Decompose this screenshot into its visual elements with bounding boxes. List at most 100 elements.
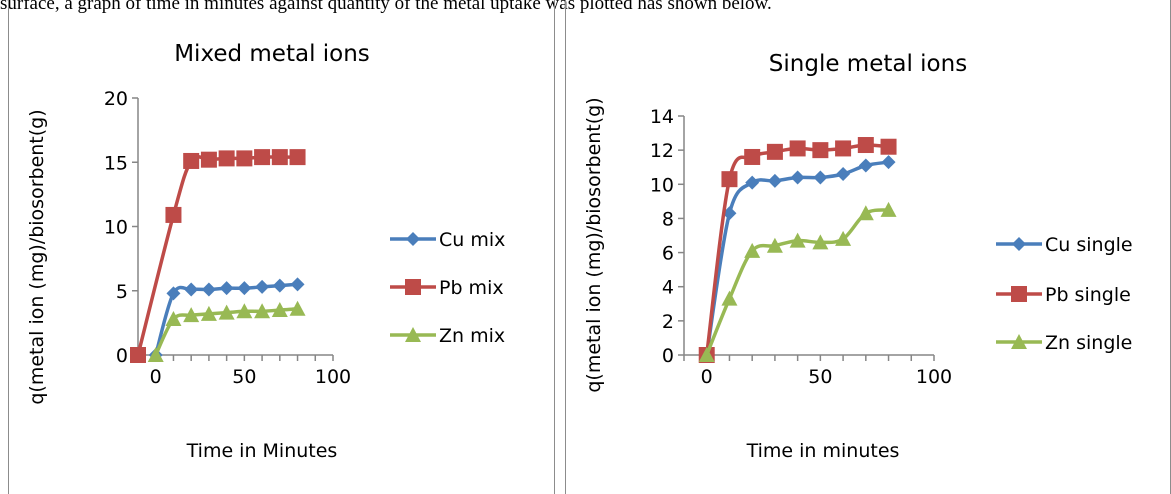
y-tick-label: 5 [116,281,128,303]
caption-text: surface, a graph of time in minutes agai… [0,0,772,14]
legend-marker [1011,286,1027,302]
y-tick-label: 12 [650,140,674,162]
y-tick-label: 2 [662,311,674,333]
data-point [722,206,737,221]
data-point [183,152,200,169]
data-point [272,278,287,293]
legend-entry: Cu mix [390,229,505,251]
legend-label: Pb mix [439,277,504,299]
data-point [165,206,182,223]
legend-marker [405,327,421,342]
data-point [200,305,217,321]
x-axis-label: Time in Minutes [186,440,338,462]
legend-entry: Pb single [996,284,1131,306]
legend-label: Zn mix [439,325,505,347]
data-point [744,148,761,165]
data-point [147,347,164,362]
data-point [790,170,805,185]
data-point [218,304,235,320]
data-point [271,149,288,166]
y-tick-label: 10 [104,217,128,239]
data-point [130,347,146,363]
series-cu-single [699,155,896,362]
data-point [290,277,305,292]
data-point [812,234,829,250]
chart-panel-single: Single metal ions Time in minutes q(meta… [565,0,1171,494]
legend-marker [406,232,420,246]
data-point [789,140,806,157]
y-tick-label: 20 [104,88,128,110]
data-point [881,155,896,170]
data-point [880,201,897,217]
data-point [880,138,897,155]
legend-marker [1011,334,1027,349]
data-point [744,242,761,258]
series-line [704,160,889,356]
x-tick-label: 50 [232,366,256,388]
legend-entry: Zn mix [390,325,505,347]
data-point [745,175,760,190]
series-pb-mix [130,149,306,363]
x-tick-label: 100 [315,366,351,388]
data-point [721,290,738,306]
data-point [255,279,270,294]
chart-panel-mixed: Mixed metal ions Time in Minutes q(metal… [8,0,555,494]
x-axis-label: Time in minutes [746,440,900,462]
data-point [766,143,783,160]
data-point [183,307,200,323]
y-tick-label: 6 [662,243,674,265]
legend-label: Cu single [1045,234,1133,256]
data-point [766,237,783,253]
legend-entry: Zn single [996,332,1132,354]
legend-marker [405,279,421,295]
legend-label: Cu mix [439,229,505,251]
data-point [835,140,852,157]
series-pb-single [698,137,897,363]
data-point [200,151,217,168]
data-point [789,232,806,248]
legend-marker [1012,237,1026,251]
data-point [767,173,782,188]
data-point [271,302,288,318]
data-point [201,282,216,297]
data-point [254,303,271,319]
axes [678,115,935,361]
y-tick-label: 15 [104,152,128,174]
x-tick-label: 50 [808,366,832,388]
series-zn-single [698,201,897,362]
chart-single-metal-ions: Single metal ions Time in minutes q(meta… [583,51,1133,462]
data-point [812,142,829,159]
legend-label: Pb single [1045,284,1131,306]
y-axis-label: q(metal ion (mg)/biosorbent(g) [26,109,48,404]
axes [132,97,334,361]
data-point [219,281,234,296]
data-point [289,149,306,166]
data-point [236,303,253,319]
x-tick-label: 0 [701,366,713,388]
data-point [218,150,235,167]
data-point [857,205,874,221]
y-axis-label: q(metal ion (mg)/biosorbent(g) [583,97,605,392]
data-point [698,347,715,362]
data-point [835,230,852,246]
y-tick-label: 14 [650,106,674,128]
y-tick-label: 0 [662,345,674,367]
x-tick-label: 100 [916,366,952,388]
legend-entry: Pb mix [390,277,504,299]
data-point [254,149,271,166]
legend-entry: Cu single [996,234,1133,256]
data-point [721,171,738,188]
x-tick-label: 0 [150,366,162,388]
data-point [236,150,253,167]
chart-title: Mixed metal ions [174,41,370,67]
legend-label: Zn single [1045,332,1132,354]
chart-title: Single metal ions [769,51,967,77]
data-point [858,158,873,173]
y-tick-label: 10 [650,174,674,196]
data-point [166,286,181,301]
y-tick-label: 0 [116,345,128,367]
data-point [813,170,828,185]
data-point [289,300,306,316]
data-point [237,281,252,296]
data-point [836,167,851,182]
